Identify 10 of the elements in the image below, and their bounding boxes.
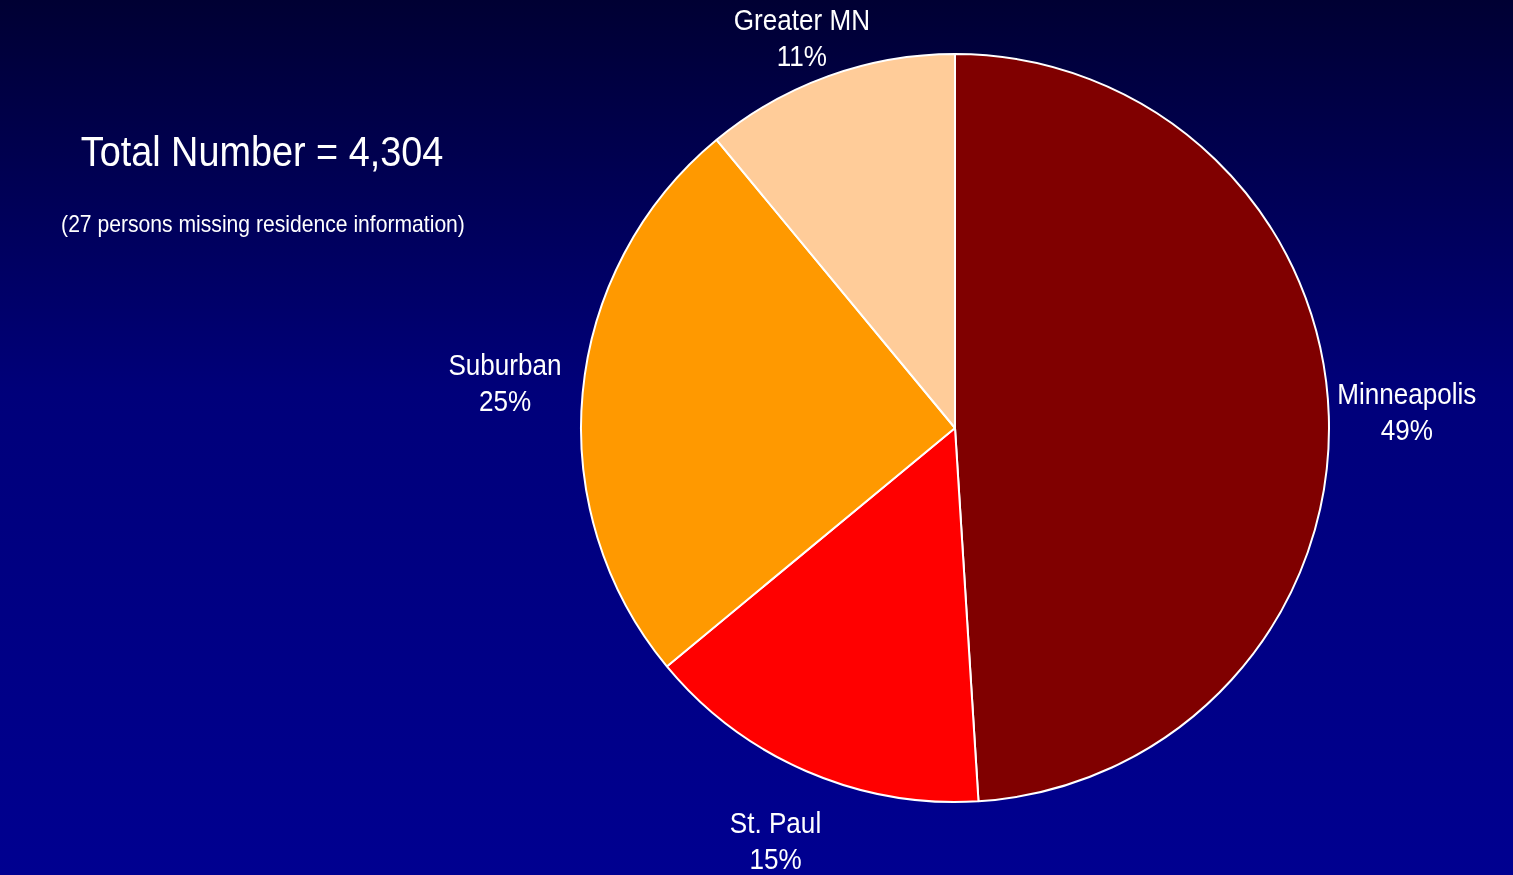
slice-label: Suburban xyxy=(448,349,562,382)
text: Total Number = 4,304 xyxy=(79,128,445,176)
slice-label: St. Paul xyxy=(729,806,822,840)
data-label: 25% xyxy=(478,385,532,418)
data-label: 15% xyxy=(749,842,802,875)
data-label: 49% xyxy=(1380,413,1433,447)
text: (27 persons missing residence information) xyxy=(60,210,466,238)
data-label: 11% xyxy=(776,39,828,73)
slice-label: Minneapolis xyxy=(1337,377,1477,411)
slice-label: Greater MN xyxy=(733,3,871,37)
